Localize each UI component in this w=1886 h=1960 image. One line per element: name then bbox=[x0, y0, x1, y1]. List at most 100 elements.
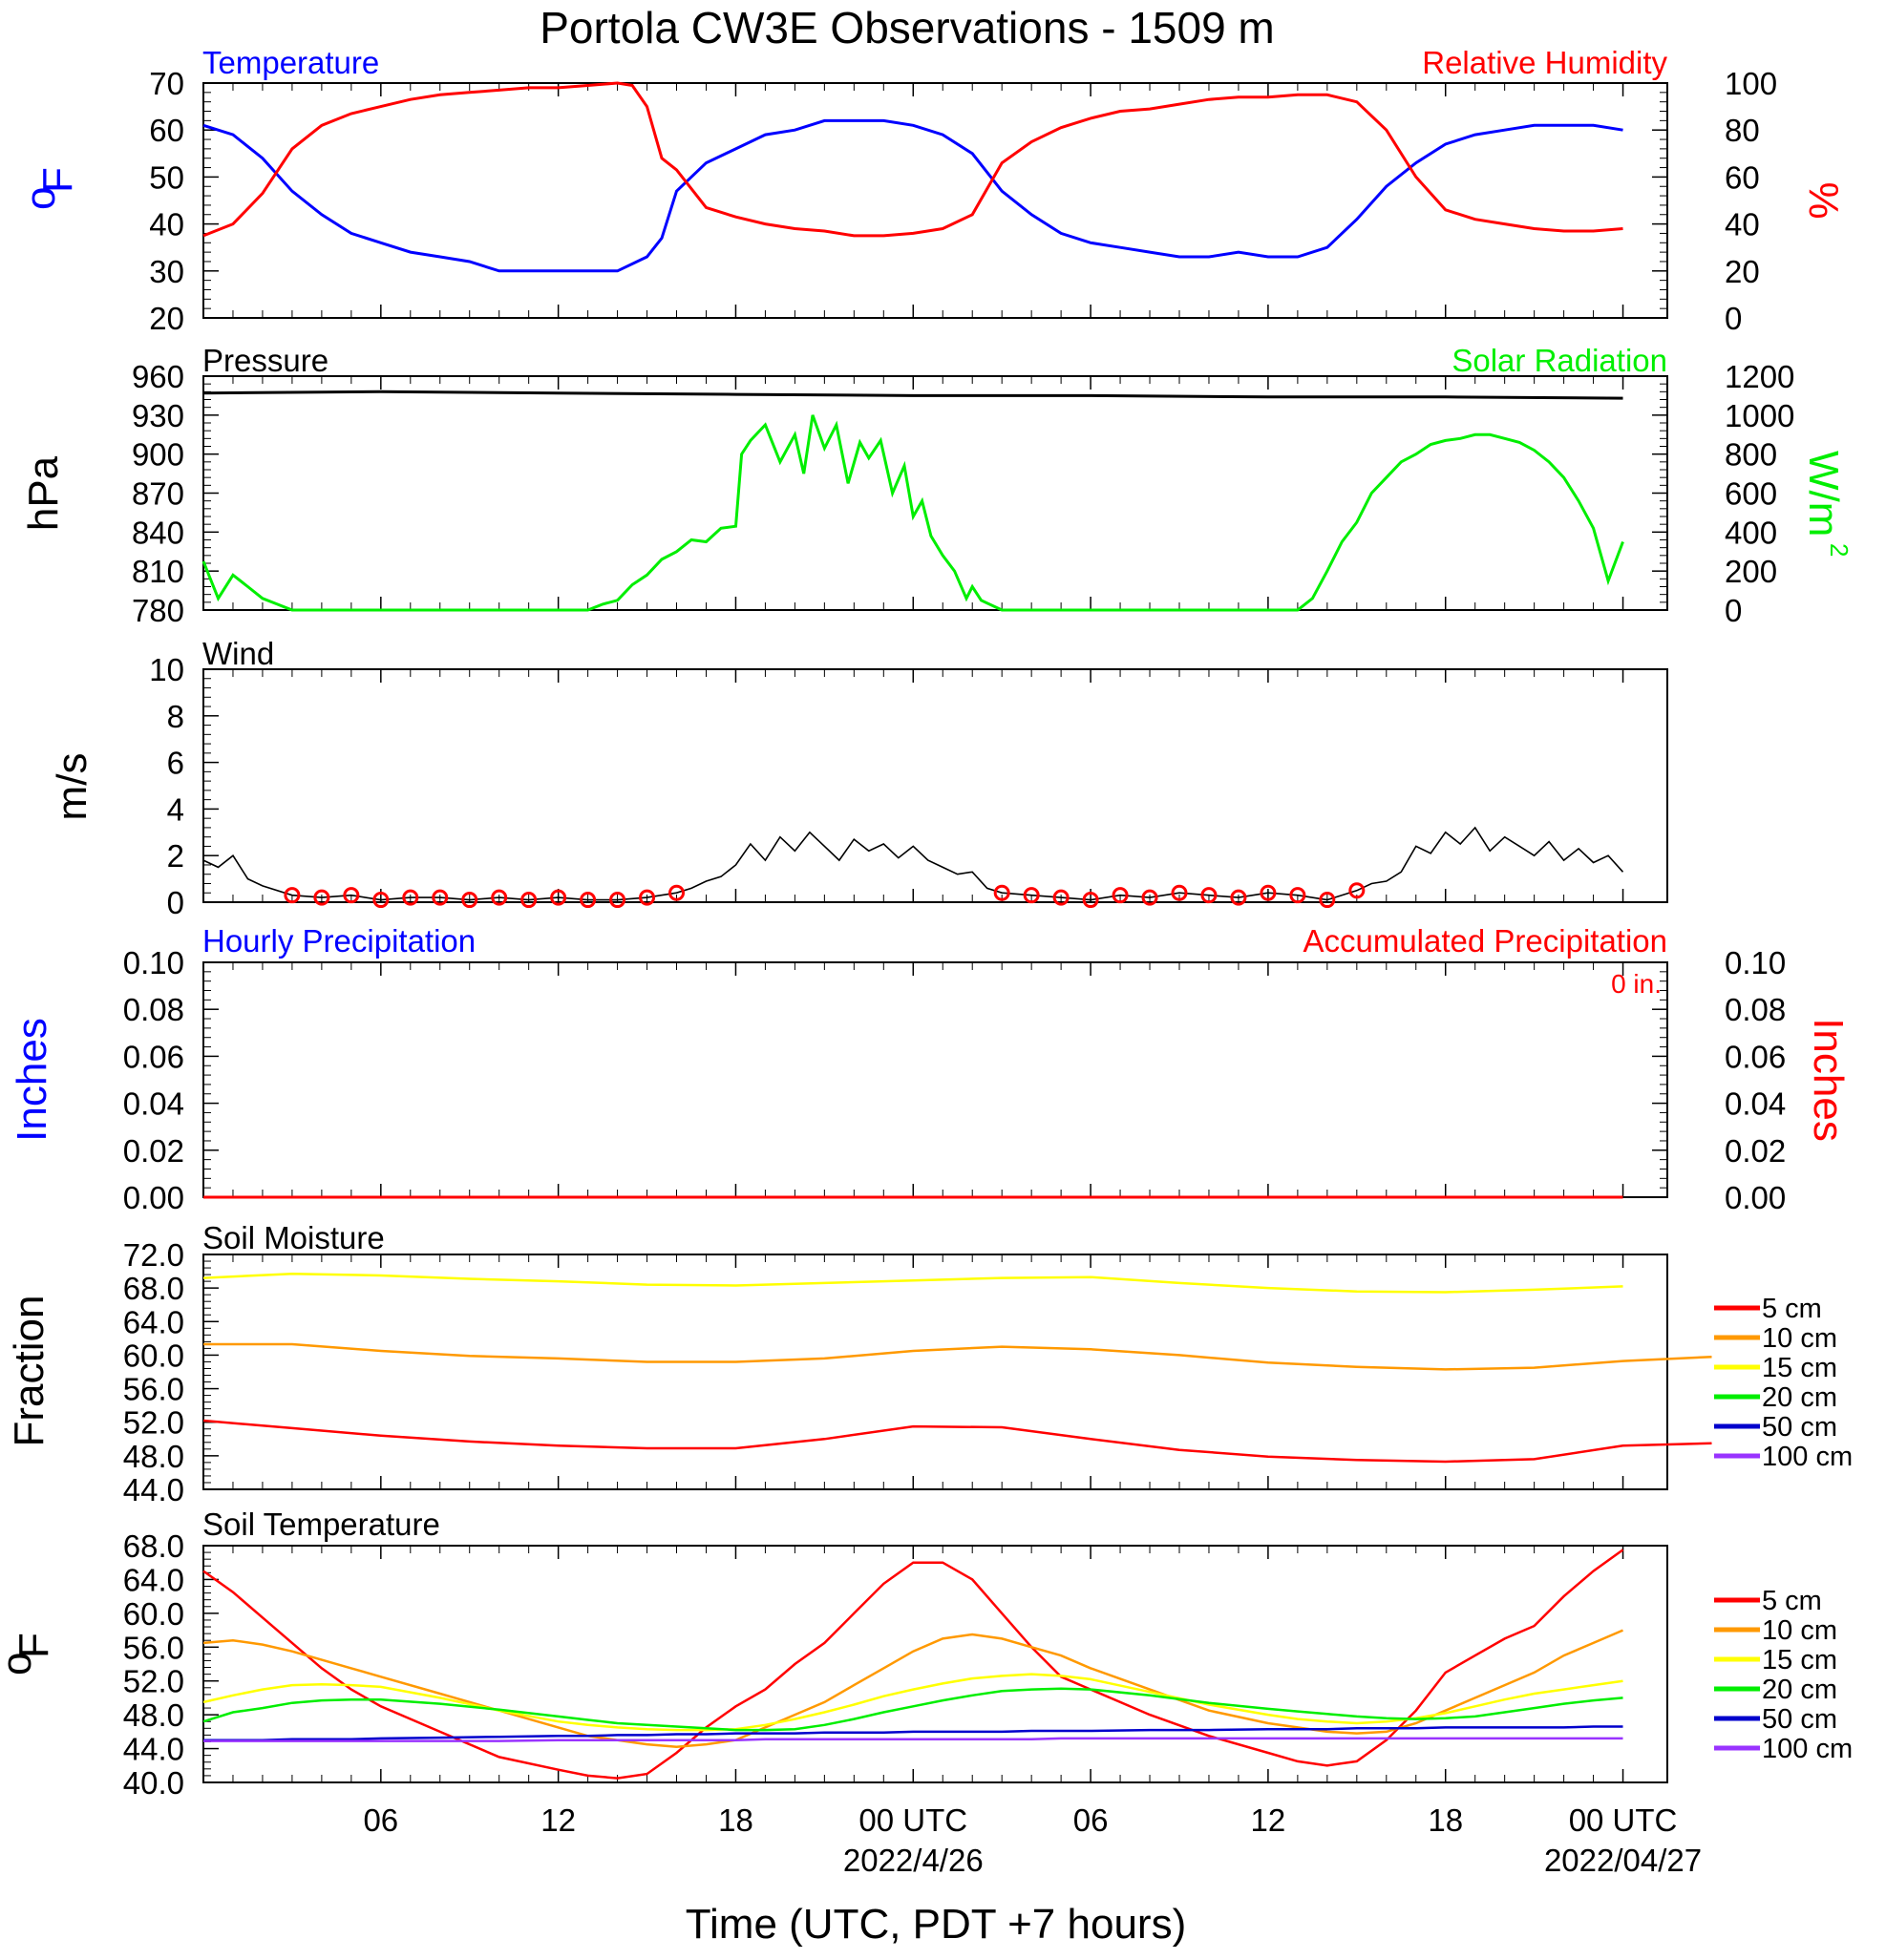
accum-precip-title: Accumulated Precipitation bbox=[1303, 923, 1667, 959]
soil-temp-50cm-line bbox=[203, 1725, 1623, 1741]
y-tick-label: 40 bbox=[149, 207, 184, 242]
y-tick-label: 48.0 bbox=[123, 1439, 184, 1474]
y-tick-label: 0.08 bbox=[123, 992, 184, 1027]
soil-moisture-10cm-line bbox=[203, 1342, 1712, 1371]
calm-wind-marker bbox=[1141, 889, 1158, 906]
precip-panel: Hourly Precipitation Accumulated Precipi… bbox=[9, 923, 1852, 1215]
y-tick-label: 0.08 bbox=[1725, 992, 1786, 1027]
y-tick-label: 0.10 bbox=[1725, 945, 1786, 980]
time-axis-labels: 06 12 18 00 UTC 2022/4/26 06 12 18 00 UTC 2022/04… bbox=[363, 1802, 1702, 1878]
y-tick-label: 0.06 bbox=[1725, 1039, 1786, 1074]
y-tick-label: 64.0 bbox=[123, 1304, 184, 1339]
calm-wind-marker bbox=[461, 892, 478, 909]
calm-wind-marker bbox=[520, 892, 538, 909]
y-tick-label: 44.0 bbox=[123, 1472, 184, 1507]
accum-precip-note: 0 in. bbox=[1611, 969, 1662, 999]
y-tick-label: 68.0 bbox=[123, 1271, 184, 1306]
soil-temp-tick-labels: 40.044.048.052.056.060.064.068.0 bbox=[123, 1528, 184, 1801]
calm-wind-marker bbox=[491, 889, 508, 906]
precip-right-axis-unit: Inches bbox=[1805, 1018, 1852, 1142]
y-tick-label: 56.0 bbox=[123, 1372, 184, 1407]
precip-left-tick-labels: 0.00 0.02 0.04 0.06 0.08 0.10 bbox=[123, 945, 184, 1215]
rh-tick-labels: 0 20 40 60 80 100 bbox=[1725, 66, 1777, 336]
calm-wind-marker bbox=[432, 889, 449, 906]
y-tick-label: 52.0 bbox=[123, 1405, 184, 1441]
calm-wind-marker bbox=[1289, 887, 1306, 904]
calm-wind-marker bbox=[1230, 889, 1247, 906]
x-tick-label: 00 UTC bbox=[858, 1802, 967, 1838]
calm-wind-marker bbox=[639, 889, 656, 906]
calm-wind-marker bbox=[1171, 884, 1188, 901]
y-tick-label: 1200 bbox=[1725, 359, 1794, 394]
svg-text:2: 2 bbox=[1825, 543, 1854, 557]
legend-label: 100 cm bbox=[1762, 1442, 1853, 1472]
calm-wind-marker bbox=[402, 889, 419, 906]
y-tick-label: 800 bbox=[1725, 437, 1777, 473]
soil-moisture-tick-labels: 44.048.052.056.060.064.068.072.0 bbox=[123, 1237, 184, 1507]
panel-frame bbox=[202, 668, 1668, 903]
svg-text:F: F bbox=[34, 167, 81, 193]
y-tick-label: 50 bbox=[149, 159, 184, 195]
y-tick-label: 8 bbox=[167, 699, 184, 734]
legend-label: 100 cm bbox=[1762, 1734, 1853, 1764]
y-tick-label: 0 bbox=[1725, 301, 1742, 336]
calm-wind-marker bbox=[609, 892, 626, 909]
temp-axis-unit: o F bbox=[17, 167, 81, 210]
soil-moisture-panel: Soil Moisture Fraction 44.048.052.056.06… bbox=[6, 1220, 1853, 1507]
legend-label: 20 cm bbox=[1762, 1675, 1837, 1705]
temp-tick-labels: 20 30 40 50 60 70 bbox=[149, 66, 184, 336]
calm-wind-marker bbox=[313, 889, 330, 906]
solar-title: Solar Radiation bbox=[1452, 343, 1667, 378]
panel-frame bbox=[202, 82, 1668, 319]
time-axis-title: Time (UTC, PDT +7 hours) bbox=[686, 1901, 1186, 1948]
y-tick-label: 2 bbox=[167, 838, 184, 874]
x-date-label: 2022/04/27 bbox=[1544, 1843, 1702, 1878]
y-tick-label: 0 bbox=[1725, 593, 1742, 628]
y-tick-label: 840 bbox=[132, 515, 184, 550]
soil-moisture-15cm-line bbox=[202, 1272, 1623, 1294]
legend-label: 50 cm bbox=[1762, 1412, 1837, 1443]
y-tick-label: 0.00 bbox=[1725, 1180, 1786, 1215]
wind-title: Wind bbox=[202, 636, 274, 671]
y-tick-label: 0.00 bbox=[123, 1180, 184, 1215]
legend-label: 5 cm bbox=[1762, 1586, 1822, 1616]
calm-wind-marker bbox=[1319, 892, 1336, 909]
y-tick-label: 0.10 bbox=[123, 945, 184, 980]
y-tick-label: 0.04 bbox=[1725, 1086, 1786, 1122]
y-tick-label: 900 bbox=[132, 437, 184, 473]
y-tick-label: 68.0 bbox=[123, 1528, 184, 1564]
y-tick-label: 20 bbox=[149, 301, 184, 336]
calm-wind-marker bbox=[1082, 892, 1099, 909]
wind-axis-unit: m/s bbox=[49, 753, 95, 821]
pressure-solar-plot bbox=[201, 375, 1668, 612]
calm-wind-marker bbox=[284, 887, 301, 904]
panel-frame bbox=[202, 1545, 1668, 1783]
y-tick-label: 72.0 bbox=[123, 1237, 184, 1273]
y-tick-label: 870 bbox=[132, 476, 184, 512]
panel-frame bbox=[202, 375, 1668, 611]
soil-temp-100cm-line bbox=[203, 1737, 1623, 1742]
y-tick-label: 100 bbox=[1725, 66, 1777, 101]
calm-wind-marker bbox=[1052, 889, 1070, 906]
y-tick-label: 20 bbox=[1725, 254, 1760, 289]
x-tick-label: 12 bbox=[540, 1802, 576, 1838]
y-tick-label: 4 bbox=[167, 791, 184, 827]
calm-wind-marker bbox=[1023, 887, 1040, 904]
y-tick-label: 780 bbox=[132, 593, 184, 628]
precip-plot bbox=[202, 961, 1668, 1199]
y-tick-label: 80 bbox=[1725, 113, 1760, 148]
x-tick-label: 18 bbox=[718, 1802, 753, 1838]
x-tick-label: 00 UTC bbox=[1569, 1802, 1678, 1838]
y-tick-label: 40 bbox=[1725, 207, 1760, 242]
temperature-line bbox=[202, 118, 1623, 273]
figure-title: Portola CW3E Observations - 1509 m bbox=[540, 3, 1275, 53]
legend-label: 10 cm bbox=[1762, 1615, 1837, 1646]
x-tick-label: 06 bbox=[363, 1802, 398, 1838]
svg-text:o: o bbox=[0, 1653, 40, 1675]
y-tick-label: 44.0 bbox=[123, 1732, 184, 1767]
y-tick-label: 0.02 bbox=[123, 1133, 184, 1169]
x-tick-label: 06 bbox=[1073, 1802, 1109, 1838]
y-tick-label: 930 bbox=[132, 398, 184, 433]
